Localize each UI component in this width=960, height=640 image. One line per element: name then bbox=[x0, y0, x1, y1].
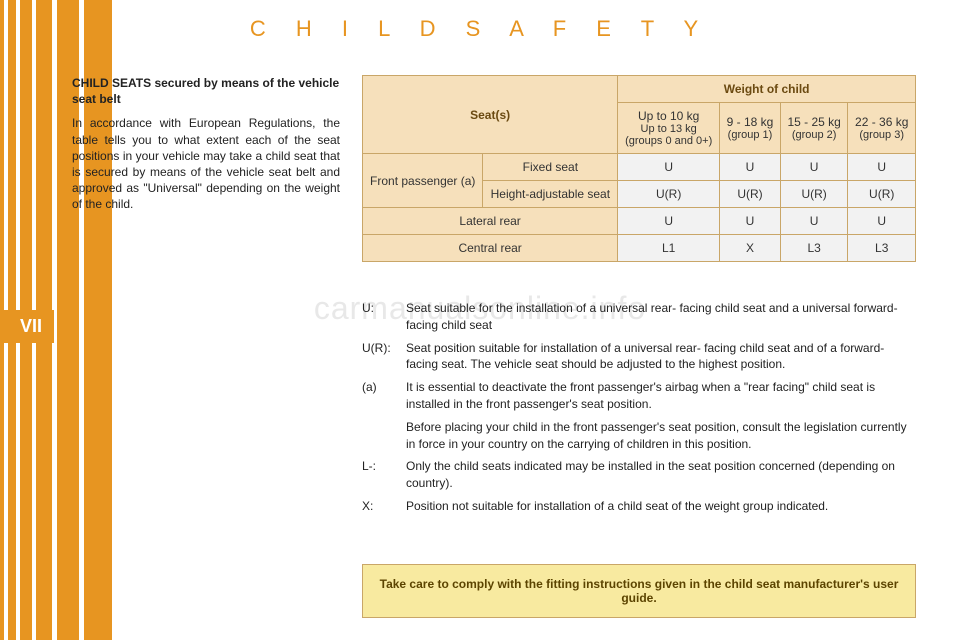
def-row: U(R): Seat position suitable for install… bbox=[362, 340, 916, 374]
row-front-passenger: Front passenger (a) bbox=[363, 154, 483, 208]
header-col-3: 22 - 36 kg (group 3) bbox=[848, 103, 916, 154]
def-val: It is essential to deactivate the front … bbox=[406, 379, 916, 413]
cell: U bbox=[618, 208, 720, 235]
def-key: U: bbox=[362, 300, 406, 334]
def-key: L-: bbox=[362, 458, 406, 492]
cell: U bbox=[720, 208, 781, 235]
def-val: Seat suitable for the installation of a … bbox=[406, 300, 916, 334]
col2-l1: 15 - 25 kg bbox=[787, 115, 840, 129]
col0-l1: Up to 10 kg bbox=[638, 109, 699, 123]
col1-l2: (group 1) bbox=[726, 129, 774, 141]
cell: U(R) bbox=[720, 181, 781, 208]
intro-heading: CHILD SEATS secured by means of the vehi… bbox=[72, 75, 340, 107]
page-title: C H I L D S A F E T Y bbox=[0, 16, 960, 42]
col3-l2: (group 3) bbox=[854, 129, 909, 141]
cell: U bbox=[618, 154, 720, 181]
def-row: U: Seat suitable for the installation of… bbox=[362, 300, 916, 334]
cell: L3 bbox=[780, 235, 848, 262]
child-seat-table: Seat(s) Weight of child Up to 10 kg Up t… bbox=[362, 75, 916, 262]
def-val: Position not suitable for installation o… bbox=[406, 498, 916, 515]
col3-l1: 22 - 36 kg bbox=[855, 115, 908, 129]
row-lateral-label: Lateral rear bbox=[363, 208, 618, 235]
cell: L3 bbox=[848, 235, 916, 262]
def-row: X: Position not suitable for installatio… bbox=[362, 498, 916, 515]
col2-l2: (group 2) bbox=[787, 129, 842, 141]
section-badge: VII bbox=[0, 310, 54, 343]
intro-body: In accordance with European Regulations,… bbox=[72, 115, 340, 212]
def-row: L-: Only the child seats indicated may b… bbox=[362, 458, 916, 492]
cell: U(R) bbox=[618, 181, 720, 208]
col1-l1: 9 - 18 kg bbox=[727, 115, 774, 129]
warning-note: Take care to comply with the fitting ins… bbox=[362, 564, 916, 618]
def-key: X: bbox=[362, 498, 406, 515]
def-key bbox=[362, 419, 406, 453]
header-col-1: 9 - 18 kg (group 1) bbox=[720, 103, 781, 154]
cell: X bbox=[720, 235, 781, 262]
def-val: Only the child seats indicated may be in… bbox=[406, 458, 916, 492]
def-key: U(R): bbox=[362, 340, 406, 374]
def-row: Before placing your child in the front p… bbox=[362, 419, 916, 453]
header-col-2: 15 - 25 kg (group 2) bbox=[780, 103, 848, 154]
def-row: (a) It is essential to deactivate the fr… bbox=[362, 379, 916, 413]
table-row: Central rear L1 X L3 L3 bbox=[363, 235, 916, 262]
cell: U bbox=[848, 154, 916, 181]
definitions-list: U: Seat suitable for the installation of… bbox=[362, 300, 916, 521]
header-seats: Seat(s) bbox=[363, 76, 618, 154]
row-fixed-seat-label: Fixed seat bbox=[483, 154, 618, 181]
cell: U(R) bbox=[780, 181, 848, 208]
intro-text: CHILD SEATS secured by means of the vehi… bbox=[72, 75, 340, 213]
cell: L1 bbox=[618, 235, 720, 262]
def-val: Before placing your child in the front p… bbox=[406, 419, 916, 453]
table-row: Lateral rear U U U U bbox=[363, 208, 916, 235]
table-row: Seat(s) Weight of child bbox=[363, 76, 916, 103]
cell: U(R) bbox=[848, 181, 916, 208]
front-label: Front passenger bbox=[370, 174, 457, 188]
cell: U bbox=[720, 154, 781, 181]
cell: U bbox=[780, 154, 848, 181]
front-note: (a) bbox=[461, 174, 476, 188]
cell: U bbox=[848, 208, 916, 235]
row-central-label: Central rear bbox=[363, 235, 618, 262]
header-col-0: Up to 10 kg Up to 13 kg (groups 0 and 0+… bbox=[618, 103, 720, 154]
header-weight: Weight of child bbox=[618, 76, 916, 103]
row-height-adj-label: Height-adjustable seat bbox=[483, 181, 618, 208]
def-val: Seat position suitable for installation … bbox=[406, 340, 916, 374]
col0-l2: Up to 13 kg bbox=[624, 123, 713, 135]
col0-l3: (groups 0 and 0+) bbox=[624, 135, 713, 147]
cell: U bbox=[780, 208, 848, 235]
table-row: Front passenger (a) Fixed seat U U U U bbox=[363, 154, 916, 181]
def-key: (a) bbox=[362, 379, 406, 413]
